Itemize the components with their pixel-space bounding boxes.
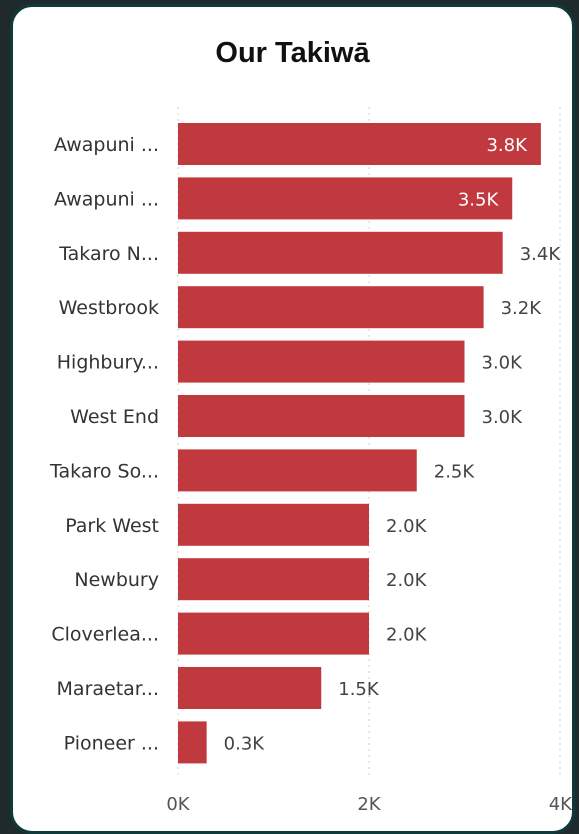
category-label: Takaro N...	[58, 243, 159, 265]
category-label: Highbury...	[57, 352, 159, 374]
category-label: Pioneer ...	[64, 732, 159, 754]
category-label: Maraetar...	[57, 678, 159, 700]
category-label: Awapuni ...	[54, 134, 159, 156]
data-label: 1.5K	[338, 679, 380, 700]
x-tick-label: 2K	[357, 794, 381, 815]
bar	[178, 231, 503, 274]
data-label: 2.0K	[386, 516, 428, 537]
category-label: Takaro So...	[49, 460, 159, 482]
category-label: West End	[70, 406, 159, 428]
bar	[178, 286, 484, 329]
bar	[178, 123, 541, 165]
bar	[178, 612, 369, 655]
bar-chart: Awapuni ... 3.8K Awapuni ... 3.5K Takaro N..…	[49, 107, 573, 815]
x-tick-label: 0K	[166, 794, 190, 815]
data-label: 3.0K	[482, 353, 524, 374]
chart-title: Our Takiwā	[215, 37, 370, 69]
bar	[178, 558, 369, 601]
data-label: 3.0K	[482, 407, 524, 428]
data-label: 2.0K	[386, 625, 428, 646]
bar	[178, 177, 513, 220]
bar	[178, 503, 369, 546]
category-label: Park West	[65, 515, 159, 537]
category-label: Westbrook	[59, 297, 159, 319]
category-label: Newbury	[74, 569, 159, 591]
data-label: 3.8K	[486, 135, 528, 156]
bar	[178, 449, 417, 492]
bar	[178, 721, 207, 764]
data-label: 3.2K	[501, 298, 543, 319]
data-label: 0.3K	[224, 733, 266, 754]
bar	[178, 395, 465, 437]
category-label: Cloverlea...	[51, 624, 159, 646]
data-label: 2.0K	[386, 570, 428, 591]
x-tick-label: 4K	[549, 794, 573, 815]
chart-card: Our Takiwā Awapuni ... 3.8K Awapuni ... 3.5…	[10, 4, 575, 834]
data-label: 2.5K	[434, 461, 476, 482]
data-label: 3.4K	[520, 244, 562, 265]
bar	[178, 340, 465, 383]
data-label: 3.5K	[458, 189, 500, 210]
category-label: Awapuni ...	[54, 188, 159, 210]
bar	[178, 667, 322, 709]
